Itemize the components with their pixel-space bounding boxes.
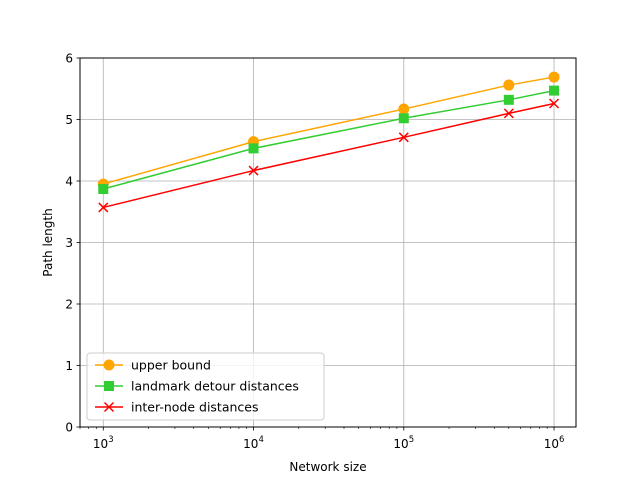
data-point bbox=[248, 165, 259, 176]
x-marker-stroke bbox=[98, 202, 109, 213]
data-point bbox=[398, 113, 409, 124]
data-point bbox=[503, 108, 514, 119]
legend-marker bbox=[104, 381, 114, 391]
series-line bbox=[103, 76, 555, 185]
y-tick-label: 5 bbox=[65, 113, 73, 127]
x-marker-stroke bbox=[503, 108, 514, 119]
y-axis-label: Path length bbox=[41, 208, 55, 276]
series-layer bbox=[97, 71, 560, 213]
data-point bbox=[549, 98, 560, 109]
data-point bbox=[98, 183, 109, 194]
legend-item: upper bound bbox=[95, 358, 211, 373]
x-marker-stroke bbox=[103, 401, 115, 413]
x-axis-label: Network size bbox=[289, 460, 366, 474]
data-point bbox=[248, 143, 259, 154]
axis-ticks: 0 1 2 3 4 5 6 103 104 105 106 bbox=[65, 52, 564, 452]
data-point bbox=[503, 94, 514, 105]
series-1 bbox=[98, 85, 560, 194]
y-tick-label: 1 bbox=[65, 359, 73, 373]
legend-marker bbox=[103, 401, 115, 413]
y-tick-label: 4 bbox=[65, 175, 73, 189]
data-point bbox=[549, 85, 560, 96]
x-marker-stroke bbox=[248, 165, 259, 176]
x-tick-label: 103 bbox=[93, 435, 114, 451]
legend-label: upper bound bbox=[131, 358, 211, 373]
y-tick-label: 6 bbox=[65, 52, 73, 66]
legend-label: inter-node distances bbox=[131, 400, 258, 415]
legend-label: landmark detour distances bbox=[131, 379, 299, 394]
x-tick-label: 104 bbox=[243, 435, 264, 451]
data-point bbox=[98, 202, 109, 213]
legend: upper bound landmark detour distances inte… bbox=[86, 352, 325, 421]
data-point bbox=[548, 71, 560, 83]
y-tick-label: 0 bbox=[65, 421, 73, 435]
data-point bbox=[398, 103, 410, 115]
x-tick-label: 106 bbox=[544, 435, 565, 451]
y-tick-label: 2 bbox=[65, 298, 73, 312]
x-tick-label: 105 bbox=[393, 435, 414, 451]
data-point bbox=[398, 132, 409, 143]
x-marker-stroke bbox=[549, 98, 560, 109]
series-line bbox=[103, 89, 555, 190]
data-point bbox=[503, 79, 515, 91]
x-marker-stroke bbox=[398, 132, 409, 143]
series-2 bbox=[98, 98, 560, 213]
legend-item: inter-node distances bbox=[95, 400, 258, 415]
legend-box bbox=[86, 352, 325, 421]
legend-marker bbox=[103, 359, 115, 371]
y-tick-label: 3 bbox=[65, 236, 73, 250]
legend-item: landmark detour distances bbox=[95, 379, 299, 394]
